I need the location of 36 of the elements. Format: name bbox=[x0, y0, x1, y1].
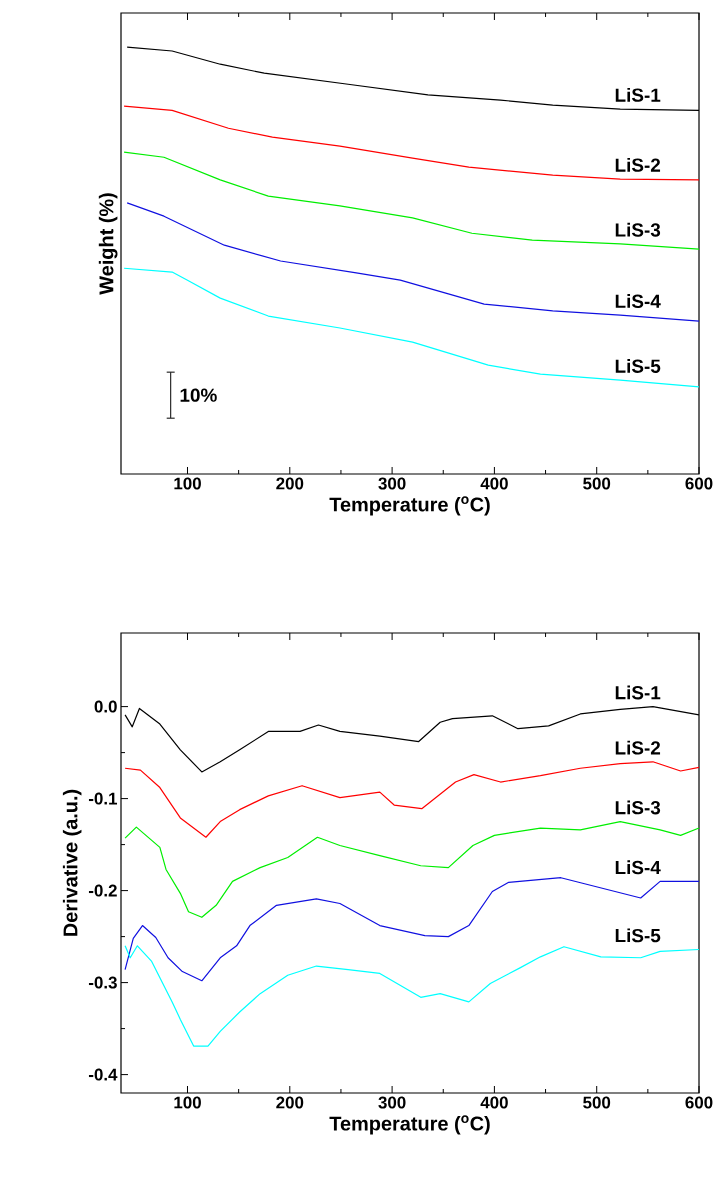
series-label: LiS-1 bbox=[615, 87, 661, 102]
y-tick-label: 0.0 bbox=[94, 700, 117, 713]
annotation: 10% bbox=[180, 388, 217, 402]
x-tick-label: 300 bbox=[378, 1096, 406, 1109]
series-label: LiS-2 bbox=[615, 157, 661, 172]
x-tick-label: 600 bbox=[685, 1096, 713, 1109]
x-axis-title: Temperature ($^{o}$C) bbox=[329, 1115, 490, 1135]
series-label: LiS-3 bbox=[615, 800, 661, 815]
y-tick-label: -0.1 bbox=[88, 792, 118, 805]
y-tick-label: -0.2 bbox=[88, 884, 117, 897]
series-label: LiS-5 bbox=[615, 358, 661, 373]
line-series bbox=[124, 821, 700, 918]
x-tick-label: 500 bbox=[583, 477, 611, 490]
x-tick-label: 200 bbox=[276, 477, 304, 490]
x-tick-label: 400 bbox=[480, 1096, 508, 1109]
x-tick-label: 600 bbox=[685, 477, 713, 490]
series-label: LiS-3 bbox=[615, 222, 661, 237]
x-tick-label: 200 bbox=[276, 1096, 304, 1109]
y-tick-label: -0.3 bbox=[88, 976, 117, 989]
y-tick-label: -0.4 bbox=[88, 1068, 118, 1081]
x-axis-title: Temperature ($^{o}$C) bbox=[329, 496, 490, 516]
x-tick-label: 300 bbox=[378, 477, 406, 490]
x-tick-label: 500 bbox=[583, 1096, 611, 1109]
x-tick-label: 400 bbox=[480, 477, 508, 490]
series-label: LiS-4 bbox=[615, 294, 661, 308]
y-axis-title: Weight (%) bbox=[98, 193, 118, 295]
x-tick-label: 100 bbox=[174, 477, 201, 490]
series-label: LiS-1 bbox=[615, 685, 661, 700]
line-series bbox=[124, 945, 700, 1047]
series-label: LiS-4 bbox=[615, 860, 661, 875]
line-series bbox=[124, 877, 700, 982]
line-series bbox=[124, 761, 700, 838]
y-axis-title: Derivative (a.u.) bbox=[62, 789, 82, 936]
x-tick-label: 100 bbox=[174, 1096, 201, 1109]
series-label: LiS-5 bbox=[615, 928, 661, 943]
series-label: LiS-2 bbox=[615, 740, 661, 755]
